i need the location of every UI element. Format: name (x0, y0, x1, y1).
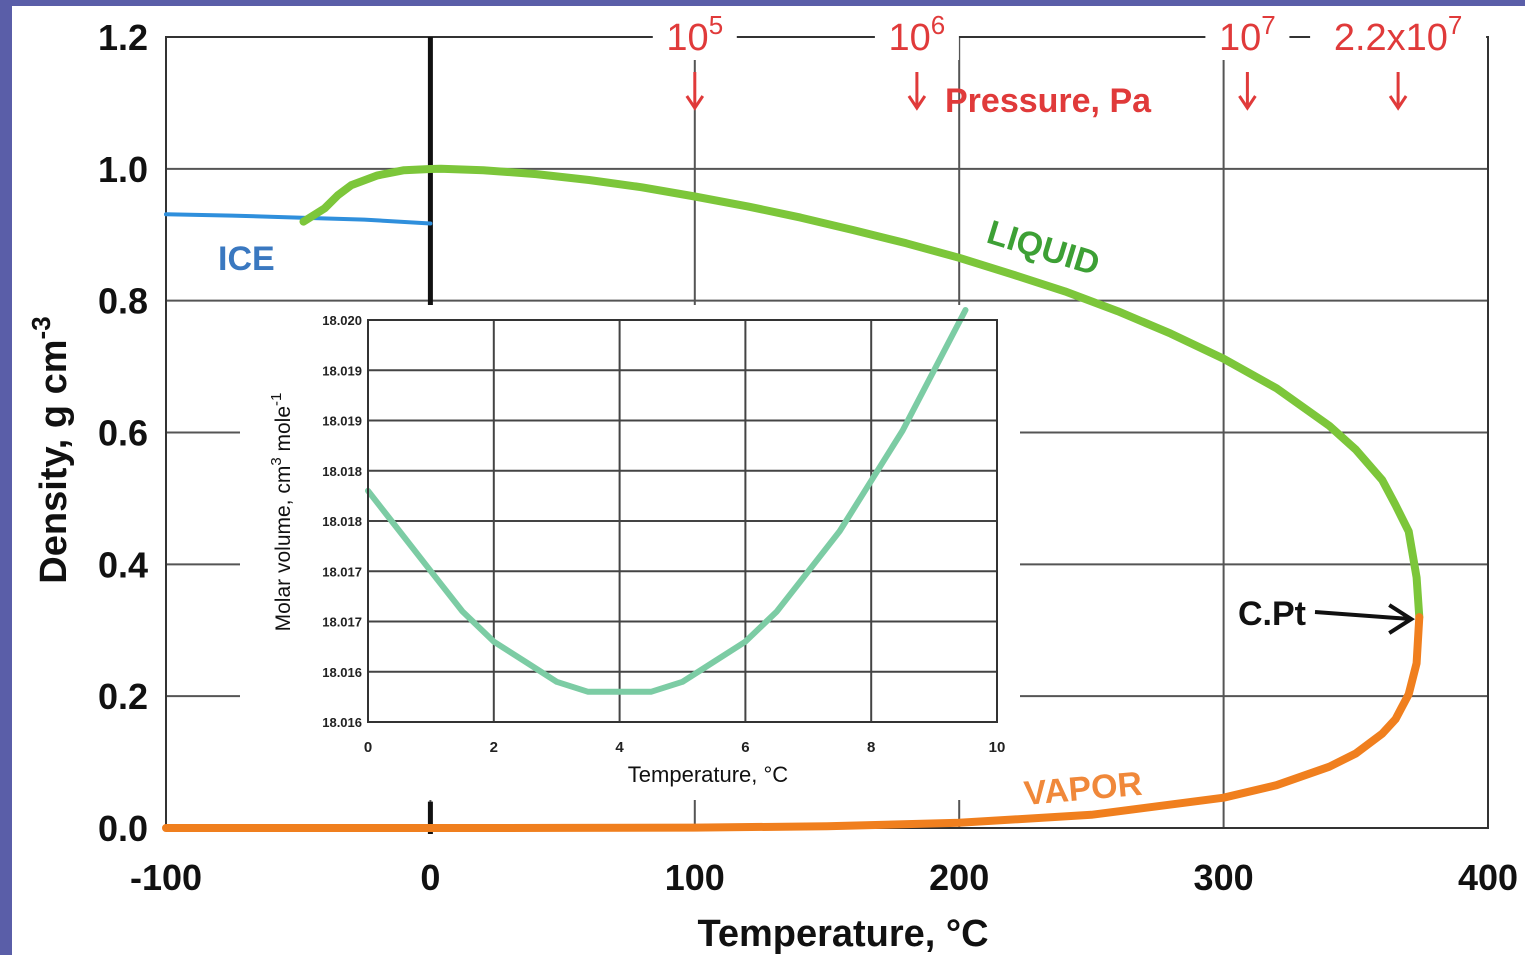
inset-plot-border (367, 319, 998, 723)
pressure-marker-1e6: 106 (889, 10, 946, 59)
pressure-marker-mask (874, 12, 959, 60)
main-series (162, 164, 1424, 832)
slide-border-top (0, 0, 1525, 6)
series-label-vapor: VAPOR (1022, 765, 1143, 813)
inset-axes: 18.016 18.016 18.017 18.017 18.018 18.018 18.0… (322, 313, 1005, 756)
critical-point-label: C.Pt (1238, 595, 1306, 633)
inset-y-tick-label: 18.020 (322, 313, 362, 328)
y-tick-label: 0.4 (98, 544, 148, 585)
y-tick-label: 1.0 (98, 149, 148, 190)
inset-x-tick-label: 4 (615, 739, 624, 756)
inset-y-tick-label: 18.019 (322, 363, 362, 378)
pressure-marker-1e7: 107 (1219, 10, 1276, 59)
slide-border-left (0, 0, 12, 955)
pressure-marker-mask (652, 12, 737, 60)
inset-y-tick-label: 18.017 (322, 564, 362, 579)
inset-x-tick-label: 6 (741, 739, 749, 756)
y-tick-label: 0.0 (98, 808, 148, 849)
x-tick-label: 100 (665, 857, 725, 898)
y-tick-label: 0.6 (98, 413, 148, 454)
inset-x-tick-label: 2 (490, 739, 498, 756)
x-tick-label: -100 (130, 857, 202, 898)
pressure-marker-2-2e7: 2.2x107 (1334, 10, 1463, 59)
inset-y-tick-label: 18.019 (322, 414, 362, 429)
pressure-axis-label: Pressure, Pa (945, 82, 1152, 120)
main-annotations (652, 12, 1487, 635)
inset-y-tick-label: 18.016 (322, 715, 362, 730)
y-tick-label: 1.2 (98, 17, 148, 58)
x-tick-label: 300 (1194, 857, 1254, 898)
inset-y-tick-label: 18.017 (322, 615, 362, 630)
inset-chart: 18.016 18.016 18.017 18.017 18.018 18.018 18.0… (240, 305, 1020, 800)
y-axis-title-exponent: -3 (26, 316, 56, 339)
inset-x-tick-label: 10 (989, 739, 1006, 756)
y-axis-title: Density, g cm-3 (26, 316, 75, 583)
critical-point-arrowhead (1388, 603, 1415, 635)
y-tick-label: 0.2 (98, 676, 148, 717)
inset-y-tick-label: 18.018 (322, 514, 362, 529)
pressure-arrowhead (907, 95, 927, 111)
inset-background (240, 305, 1020, 800)
pressure-marker-mask (1310, 12, 1487, 60)
x-axis-title: Temperature, °C (697, 913, 988, 955)
y-tick-label: 0.8 (98, 281, 148, 322)
series-ice (164, 212, 433, 226)
series-label-ice: ICE (218, 240, 275, 278)
main-axes: 0.00.20.40.60.81.01.2-100 0 100 200 300 400 (98, 17, 1518, 898)
inset-y-tick-label: 18.018 (322, 464, 362, 479)
inset-x-tick-label: 0 (364, 739, 372, 756)
pressure-arrowhead (1388, 95, 1408, 111)
inset-y-tick-label: 18.016 (322, 665, 362, 680)
inset-x-tick-label: 8 (867, 739, 875, 756)
x-tick-label: 400 (1458, 857, 1518, 898)
critical-point-arrow-shaft (1314, 610, 1412, 622)
x-tick-label: 0 (420, 857, 440, 898)
inset-series-molar-volume (365, 307, 969, 695)
inset-x-axis-title: Temperature, °C (628, 762, 789, 787)
pressure-arrowhead (1238, 95, 1257, 111)
x-tick-label: 200 (929, 857, 989, 898)
inset-y-axis-title: Molar volume, cm3 mole-1 (268, 393, 295, 632)
pressure-marker-1e5: 105 (666, 10, 723, 59)
y-axis-title-text: Density, g cm (33, 339, 75, 583)
pressure-arrowhead (685, 95, 705, 111)
series-vapor (162, 613, 1424, 832)
pressure-marker-mask (1205, 12, 1290, 60)
